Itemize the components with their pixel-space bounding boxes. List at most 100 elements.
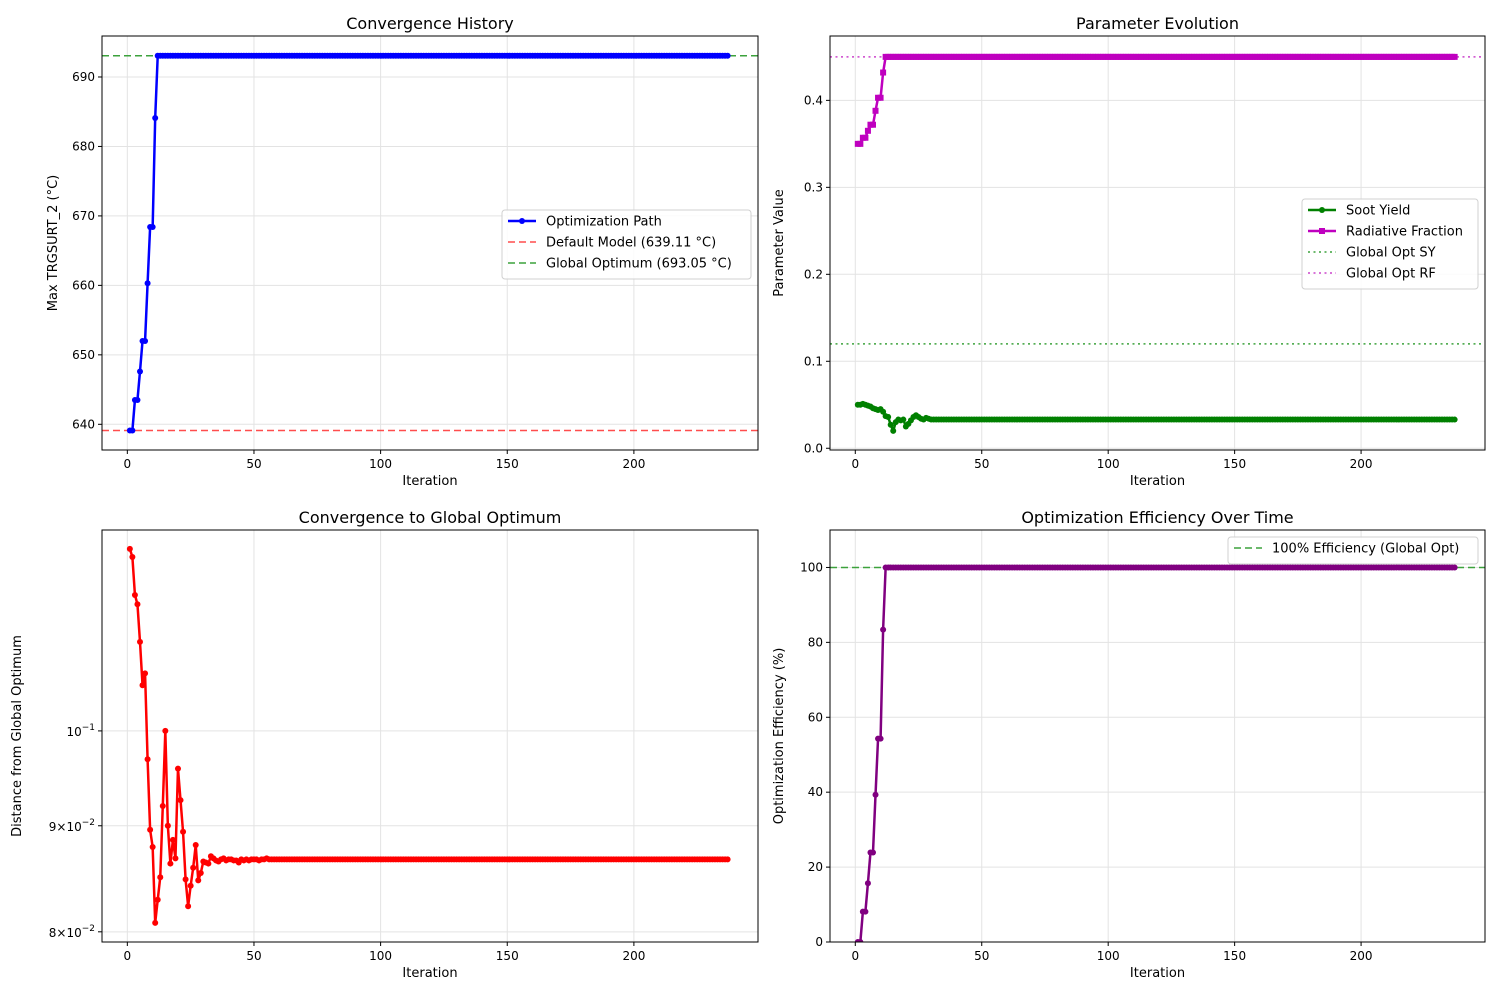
x-axis-label: Iteration: [1130, 474, 1185, 489]
data-point: [142, 670, 149, 677]
chart-title: Parameter Evolution: [1076, 14, 1239, 33]
x-tick-label: 50: [974, 457, 989, 471]
data-point: [129, 554, 136, 561]
legend-box: [501, 209, 752, 280]
data-point: [159, 802, 166, 809]
y-tick-label-base: 9×10: [49, 820, 82, 834]
data-point: [890, 427, 897, 434]
data-point: [880, 69, 887, 76]
y-tick-label: 0.3: [804, 180, 823, 194]
y-tick-label: 20: [808, 860, 823, 874]
data-point: [152, 114, 159, 121]
y-tick-label: 660: [72, 278, 95, 292]
y-axis-label: Parameter Value: [772, 189, 787, 296]
y-tick-label: 690: [72, 70, 95, 84]
legend-marker: [1319, 207, 1325, 213]
x-tick-label: 50: [974, 949, 989, 963]
x-tick-label: 150: [496, 949, 519, 963]
data-point: [142, 337, 149, 344]
x-tick-label: 50: [246, 949, 261, 963]
subplot-2: 0 50 100 150 200 10−1 9×10 −28×10−2 Convergence …: [10, 508, 759, 981]
x-tick-label: 200: [1350, 949, 1373, 963]
data-point: [880, 408, 887, 415]
y-axis-label: Distance from Global Optimum: [10, 635, 25, 837]
data-point: [1451, 53, 1458, 60]
x-axis-label: Iteration: [402, 474, 457, 489]
legend-box: [1301, 198, 1479, 290]
data-point: [872, 791, 879, 798]
x-tick-label: 0: [851, 949, 859, 963]
y-axis-label: Optimization Efficiency (%): [772, 648, 787, 825]
y-tick-label-exponent: −2: [82, 924, 95, 934]
data-point: [152, 919, 159, 926]
data-point: [900, 416, 907, 423]
legend: Soot Yield Radiative Fraction Global Opt S…: [1301, 198, 1479, 290]
data-point: [172, 855, 179, 862]
data-point: [887, 421, 894, 428]
legend-label: Optimization Path: [546, 215, 662, 230]
y-tick-label: 60: [808, 710, 823, 724]
legend: Optimization Path Default Model (639.11 °…: [501, 209, 752, 280]
legend-marker: [519, 218, 525, 224]
y-tick-label: 0.1: [804, 354, 823, 368]
y-tick-label: 0.4: [804, 93, 823, 107]
data-point: [136, 368, 143, 375]
plot-area: [102, 52, 758, 434]
data-point: [205, 860, 212, 867]
data-point: [885, 413, 892, 420]
x-tick-label: 100: [369, 457, 392, 471]
x-tick-label: 200: [1350, 457, 1373, 471]
data-point: [1451, 416, 1458, 423]
data-point: [182, 876, 189, 883]
data-point: [149, 224, 156, 231]
y-tick-label: 0.0: [804, 441, 823, 455]
data-point: [869, 121, 876, 128]
chart-title: Convergence to Global Optimum: [299, 508, 562, 527]
y-tick-label: 0: [815, 935, 823, 949]
axes-frame: [101, 529, 759, 943]
y-tick-label: 8×10−2: [49, 924, 95, 940]
x-tick-label: 100: [1097, 457, 1120, 471]
data-point: [177, 797, 184, 804]
y-tick-label: 650: [72, 348, 95, 362]
data-point: [154, 896, 161, 903]
data-point: [857, 140, 864, 147]
x-axis-label: Iteration: [1130, 966, 1185, 981]
legend-label: Global Optimum (693.05 °C): [546, 257, 732, 272]
data-point: [877, 94, 884, 101]
subplot-0: 0 50 100 150 200 640 650 660 670 680 690 Convergenc…: [46, 14, 759, 489]
plot-area: [830, 564, 1485, 942]
chart-title: Optimization Efficiency Over Time: [1021, 508, 1293, 527]
data-point: [197, 870, 204, 877]
data-point: [180, 828, 187, 835]
y-tick-label-base: 10: [66, 725, 81, 739]
plot-area: [830, 53, 1485, 434]
data-point: [862, 908, 869, 915]
data-point: [139, 682, 146, 689]
data-point: [174, 765, 181, 772]
x-tick-label: 0: [851, 457, 859, 471]
chart-title: Convergence History: [346, 14, 514, 33]
plot-area: [126, 545, 731, 926]
data-point: [185, 903, 192, 910]
data-point: [857, 939, 864, 942]
x-tick-label: 0: [124, 949, 132, 963]
x-tick-label: 100: [369, 949, 392, 963]
y-axis-label: Max TRGSURT_2 (°C): [46, 175, 61, 311]
subplot-1: 0 50 100 150 200 0.0 0.1 0.2 0.3 0.4 Parameter Evo…: [772, 14, 1486, 489]
legend: 100% Efficiency (Global Opt): [1227, 536, 1479, 565]
y-tick-label-exponent: −1: [82, 723, 95, 733]
data-point: [864, 127, 871, 134]
x-tick-label: 150: [496, 457, 519, 471]
x-tick-label: 200: [622, 949, 645, 963]
data-point: [162, 727, 169, 734]
data-point: [724, 52, 731, 59]
x-tick-label: 150: [1223, 949, 1246, 963]
data-point: [862, 134, 869, 141]
y-tick-label: 680: [72, 139, 95, 153]
series-line: [128, 548, 728, 925]
legend-label: Global Opt SY: [1346, 246, 1436, 261]
data-point: [136, 638, 143, 645]
data-point: [864, 880, 871, 887]
